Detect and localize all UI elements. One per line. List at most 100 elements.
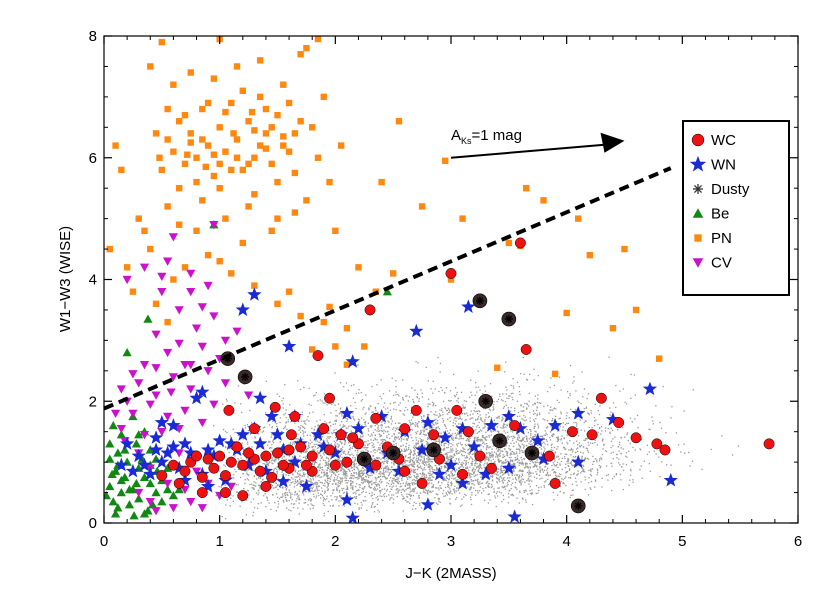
background-dot <box>526 378 528 380</box>
background-dot <box>385 490 388 492</box>
background-dot <box>303 472 305 474</box>
background-dot <box>400 445 402 447</box>
background-dot <box>567 458 570 461</box>
background-dot <box>299 482 302 484</box>
background-dot <box>533 441 535 444</box>
background-dot <box>530 430 532 432</box>
background-dot <box>403 497 405 500</box>
background-dot <box>528 480 530 482</box>
background-dot <box>454 437 457 440</box>
background-dot <box>450 437 453 440</box>
background-dot <box>343 487 345 490</box>
background-dot <box>323 475 325 477</box>
background-dot <box>322 484 325 487</box>
background-dot <box>601 486 603 488</box>
background-dot <box>576 440 578 442</box>
background-dot <box>432 392 434 394</box>
background-dot <box>395 385 397 388</box>
background-dot <box>367 440 369 442</box>
background-dot <box>428 463 430 465</box>
background-dot <box>552 409 554 411</box>
background-dot <box>401 453 403 455</box>
background-dot <box>333 431 335 433</box>
background-dot <box>430 388 432 390</box>
background-dot <box>307 504 309 506</box>
background-dot <box>312 486 314 488</box>
background-dot <box>543 481 546 483</box>
background-dot <box>533 419 535 421</box>
background-dot <box>461 444 463 446</box>
background-dot <box>477 424 479 427</box>
background-dot <box>477 482 479 484</box>
background-dot <box>612 402 615 404</box>
background-dot <box>427 438 429 440</box>
background-dot <box>395 442 397 445</box>
background-dot <box>457 401 460 403</box>
background-dot <box>457 489 460 491</box>
background-dot <box>380 424 382 426</box>
background-dot <box>444 408 447 410</box>
background-dot <box>301 469 303 471</box>
background-dot <box>478 467 480 470</box>
background-dot <box>413 489 415 491</box>
background-dot <box>359 472 361 475</box>
background-dot <box>362 408 364 410</box>
background-dot <box>530 440 532 443</box>
background-dot <box>475 429 477 431</box>
background-dot <box>395 489 397 491</box>
background-dot <box>401 489 403 491</box>
background-dot <box>439 484 441 487</box>
background-dot <box>475 418 477 421</box>
background-dot <box>387 407 389 409</box>
background-dot <box>683 443 685 445</box>
background-dot <box>413 490 415 493</box>
background-dot <box>451 451 453 453</box>
background-dot <box>448 474 451 476</box>
background-dot <box>272 457 274 459</box>
background-dot <box>588 482 590 484</box>
background-dot <box>539 413 541 416</box>
background-dot <box>495 473 497 475</box>
background-dot <box>359 484 361 486</box>
background-dot <box>459 479 462 481</box>
background-dot <box>364 444 366 447</box>
background-dot <box>595 419 597 421</box>
background-dot <box>539 471 541 473</box>
background-dot <box>467 452 469 455</box>
background-dot <box>393 433 395 435</box>
background-dot <box>339 480 341 482</box>
background-dot <box>487 483 489 485</box>
background-dot <box>489 499 491 501</box>
background-dot <box>403 410 406 412</box>
background-dot <box>277 484 279 487</box>
background-dot <box>383 429 385 431</box>
background-dot <box>460 432 462 435</box>
background-dot <box>449 498 451 500</box>
background-dot <box>309 434 311 437</box>
background-dot <box>409 491 411 493</box>
background-dot <box>478 430 481 433</box>
background-dot <box>538 486 540 489</box>
background-dot <box>497 454 500 456</box>
background-dot <box>257 494 259 496</box>
background-dot <box>505 404 507 407</box>
background-dot <box>421 473 423 476</box>
background-dot <box>409 486 411 489</box>
background-dot <box>363 486 366 488</box>
background-dot <box>431 422 433 424</box>
background-dot <box>398 474 401 476</box>
background-dot <box>340 495 342 497</box>
background-dot <box>486 456 488 458</box>
background-dot <box>428 482 431 484</box>
background-dot <box>444 391 446 394</box>
background-dot <box>451 448 454 450</box>
background-dot <box>402 379 404 381</box>
background-dot <box>384 430 387 433</box>
background-dot <box>500 471 503 473</box>
background-dot <box>506 452 508 455</box>
background-dot <box>557 437 559 440</box>
background-dot <box>534 430 536 432</box>
background-dot <box>340 466 342 469</box>
background-dot <box>276 472 279 474</box>
